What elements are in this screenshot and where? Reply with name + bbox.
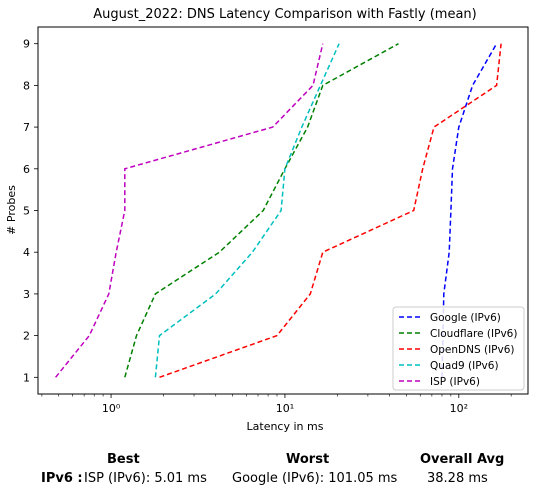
x-tick-label: 10⁰ xyxy=(102,402,121,415)
summary-worst-value: Google (IPv6): 101.05 ms xyxy=(232,471,398,486)
x-tick-label: 10¹ xyxy=(276,402,294,415)
legend: Google (IPv6) Cloudflare (IPv6) OpenDNS (I… xyxy=(392,306,525,391)
y-axis-label: # Probes xyxy=(5,185,18,235)
summary-avg-value: 38.28 ms xyxy=(427,471,488,486)
series-line-google xyxy=(441,43,498,378)
legend-label: Cloudflare (IPv6) xyxy=(430,328,517,340)
legend-label: ISP (IPv6) xyxy=(430,376,480,388)
y-tick-label: 4 xyxy=(23,246,30,259)
y-tick-label: 7 xyxy=(23,121,30,134)
chart: August_2022: DNS Latency Comparison with… xyxy=(5,7,529,433)
legend-box xyxy=(392,306,525,391)
chart-title: August_2022: DNS Latency Comparison with… xyxy=(93,7,476,22)
series-line-isp xyxy=(55,43,324,378)
y-tick-label: 6 xyxy=(23,163,30,176)
y-tick-label: 2 xyxy=(23,330,30,343)
summary-worst-header: Worst xyxy=(286,452,330,467)
y-tick-label: 3 xyxy=(23,288,30,301)
summary-avg-header: Overall Avg xyxy=(420,452,505,467)
y-tick-label: 1 xyxy=(23,371,30,384)
summary-best-value: ISP (IPv6): 5.01 ms xyxy=(84,471,207,486)
series-line-quad9 xyxy=(154,43,340,378)
legend-label: Google (IPv6) xyxy=(430,312,501,324)
legend-label: Quad9 (IPv6) xyxy=(430,360,499,372)
x-tick-label: 10² xyxy=(450,402,468,415)
axis-ticks: 10⁰ 10¹ 10² 1 2 3 4 5 6 7 8 9 xyxy=(23,38,512,415)
y-tick-label: 8 xyxy=(23,79,30,92)
x-axis-label: Latency in ms xyxy=(247,420,324,433)
summary-best-header: Best xyxy=(107,452,140,467)
y-tick-label: 9 xyxy=(23,38,30,51)
legend-label: OpenDNS (IPv6) xyxy=(430,344,515,356)
series-lines xyxy=(55,43,502,379)
series-line-opendns xyxy=(159,43,502,379)
summary-row-label: IPv6 : xyxy=(41,471,83,486)
series-line-cloudflare xyxy=(124,43,399,378)
y-tick-label: 5 xyxy=(23,205,30,218)
